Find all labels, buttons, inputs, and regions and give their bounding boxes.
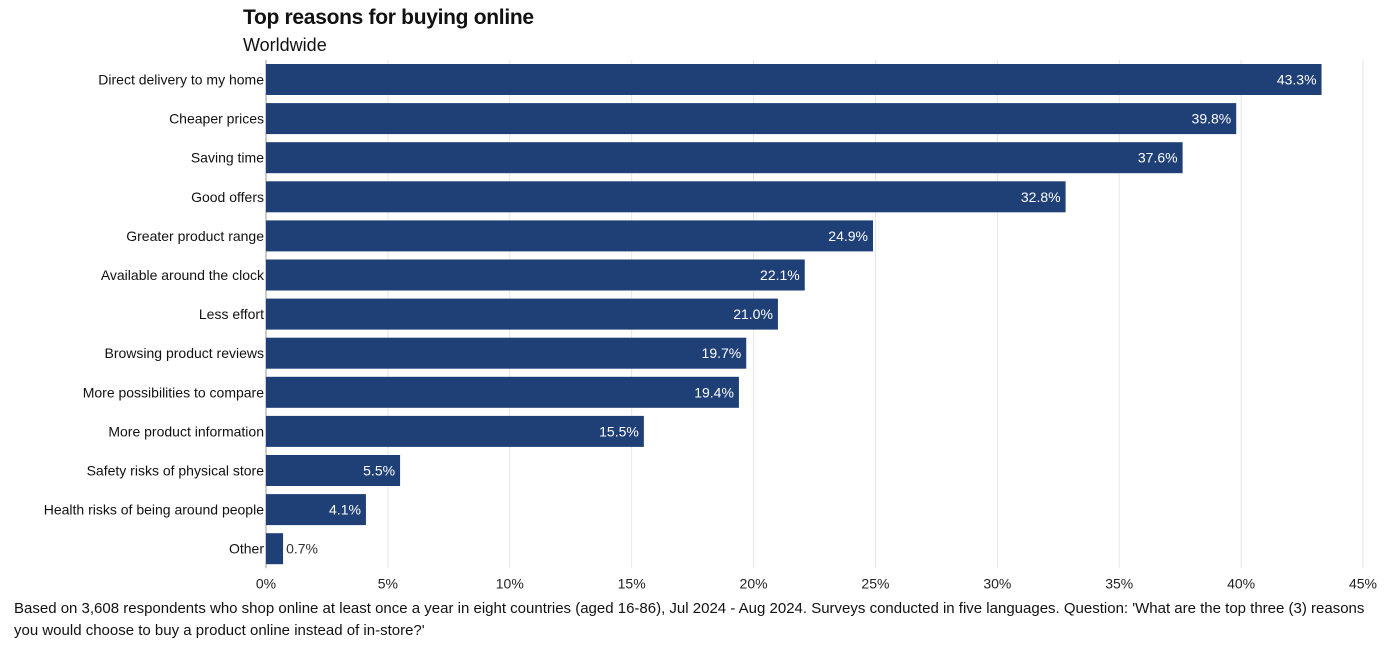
- category-label: Good offers: [191, 189, 264, 205]
- bar: [266, 533, 284, 565]
- category-label: More product information: [108, 423, 264, 439]
- category-label: More possibilities to compare: [83, 384, 265, 400]
- data-label: 15.5%: [599, 423, 639, 439]
- data-label: 22.1%: [760, 267, 800, 283]
- bar: [266, 415, 644, 447]
- bar: [266, 298, 778, 330]
- chart-title: Top reasons for buying online: [243, 6, 534, 29]
- x-tick-label: 15%: [618, 575, 646, 591]
- data-label: 21.0%: [733, 306, 773, 322]
- data-label: 39.8%: [1192, 111, 1232, 127]
- data-label: 4.1%: [329, 502, 361, 518]
- category-label: Direct delivery to my home: [98, 72, 264, 88]
- data-label: 37.6%: [1138, 150, 1178, 166]
- x-tick-label: 40%: [1227, 575, 1255, 591]
- category-label: Other: [229, 541, 264, 557]
- category-label: Cheaper prices: [169, 111, 264, 127]
- x-tick-label: 45%: [1349, 575, 1377, 591]
- bar: [266, 259, 805, 291]
- bar: [266, 103, 1237, 135]
- bar: [266, 455, 401, 486]
- data-label: 43.3%: [1277, 72, 1317, 88]
- bar: [266, 181, 1066, 213]
- data-label: 24.9%: [828, 228, 868, 244]
- bar: [266, 376, 739, 408]
- data-label: 19.4%: [694, 384, 734, 400]
- x-tick-label: 10%: [496, 575, 524, 591]
- category-label: Available around the clock: [101, 267, 265, 283]
- category-label: Less effort: [199, 306, 264, 322]
- x-tick-label: 0%: [256, 575, 276, 591]
- chart-subtitle: Worldwide: [243, 35, 327, 55]
- category-label: Browsing product reviews: [104, 345, 264, 361]
- category-label: Greater product range: [126, 228, 264, 244]
- category-label: Safety risks of physical store: [87, 463, 265, 479]
- bar: [266, 142, 1183, 174]
- data-label: 19.7%: [702, 345, 742, 361]
- chart-footnote: Based on 3,608 respondents who shop onli…: [14, 600, 1365, 639]
- bar: [266, 337, 747, 369]
- x-tick-label: 20%: [740, 575, 768, 591]
- data-label: 5.5%: [363, 463, 395, 479]
- category-label: Health risks of being around people: [44, 502, 264, 518]
- x-tick-label: 35%: [1105, 575, 1133, 591]
- category-label: Saving time: [191, 150, 264, 166]
- x-tick-label: 5%: [378, 575, 398, 591]
- bar: [266, 220, 874, 252]
- bar: [266, 64, 1322, 95]
- data-label: 32.8%: [1021, 189, 1061, 205]
- x-tick-label: 25%: [861, 575, 889, 591]
- x-tick-label: 30%: [983, 575, 1011, 591]
- bar: [266, 494, 366, 526]
- data-label: 0.7%: [286, 541, 318, 557]
- bar-chart: 0% 5% 10% 15% 20% 25% 30% 35% 40% 45% Direct deliv…: [44, 60, 1377, 591]
